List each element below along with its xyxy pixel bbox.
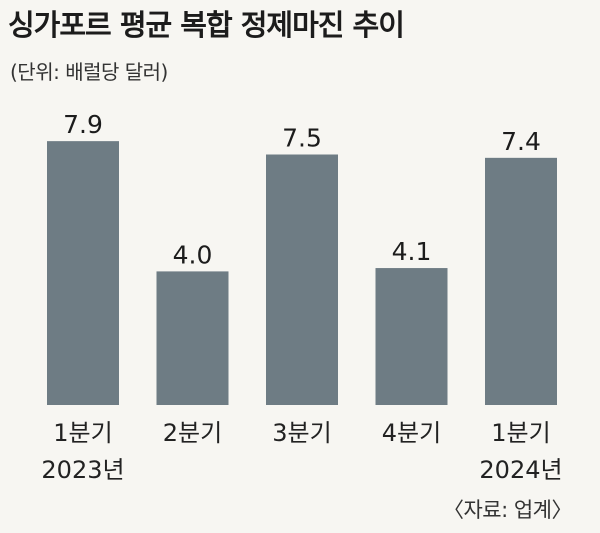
chart-title: 싱가포르 평균 복합 정제마진 추이	[8, 8, 405, 42]
year-label-1: 2023년	[41, 456, 124, 484]
value-label-5: 7.4	[501, 127, 541, 156]
year-label-5: 2024년	[479, 456, 562, 484]
bar-4	[375, 268, 448, 405]
chart-unit-label: (단위: 배럴당 달러)	[10, 60, 168, 84]
bar-2	[156, 271, 229, 405]
value-label-3: 7.5	[282, 124, 322, 153]
value-label-1: 7.9	[63, 110, 103, 139]
bar-5	[485, 157, 557, 405]
value-label-4: 4.1	[392, 237, 432, 266]
bar-1	[47, 141, 119, 405]
category-label-4: 4분기	[382, 419, 441, 447]
category-label-1: 1분기	[53, 419, 112, 447]
category-label-5: 1분기	[491, 419, 550, 447]
category-label-3: 3분기	[272, 419, 331, 447]
category-label-2: 2분기	[163, 419, 222, 447]
value-label-2: 4.0	[173, 240, 213, 269]
bar-3	[266, 154, 338, 405]
source-note: 〈자료: 업계〉	[442, 498, 573, 522]
